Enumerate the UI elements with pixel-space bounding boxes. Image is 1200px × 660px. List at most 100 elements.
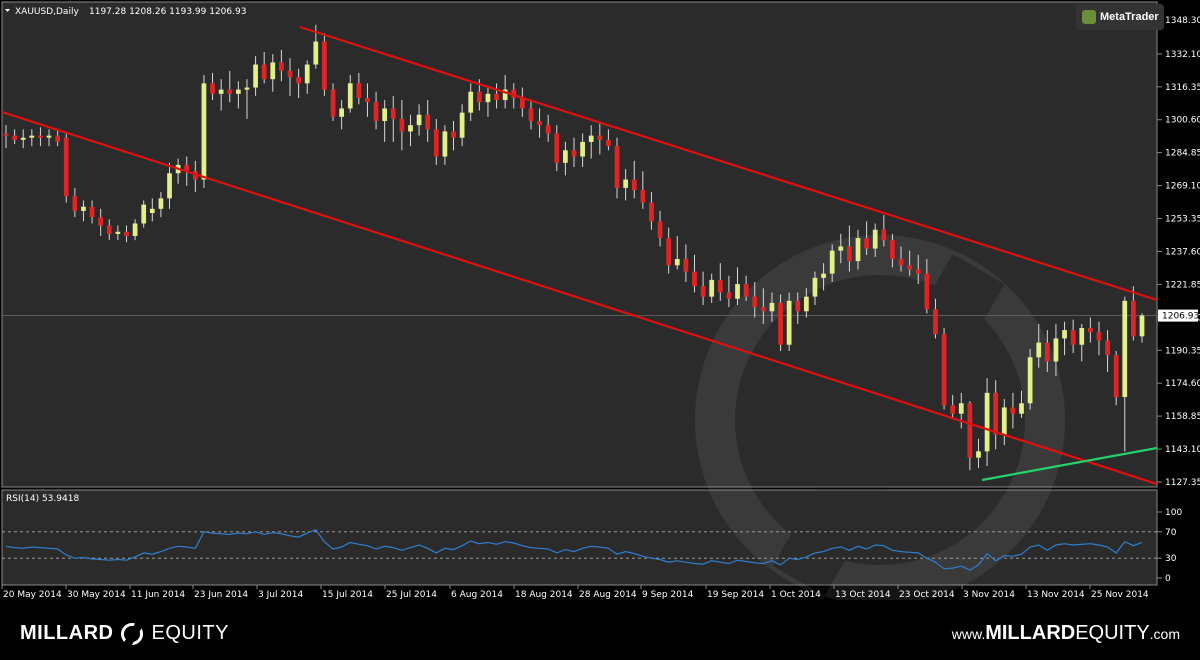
- candle-body-bear: [124, 231, 129, 236]
- candle-body-bear: [373, 102, 379, 121]
- candle-body-bear: [554, 133, 560, 163]
- candle-body-bear: [519, 97, 525, 109]
- x-tick-label: 11 Jun 2014: [131, 590, 185, 600]
- x-tick-label: 3 Nov 2014: [963, 590, 1015, 600]
- candle-body-bear: [287, 70, 293, 78]
- candle-body-bear: [890, 240, 895, 259]
- candle-body-bear: [898, 258, 904, 266]
- x-tick-label: 23 Jun 2014: [194, 590, 248, 600]
- x-tick-label: 15 Jul 2014: [322, 590, 373, 600]
- candle-body-bull: [623, 179, 629, 188]
- candle-body-bull: [468, 91, 474, 113]
- y-tick-label: 1348.30: [1165, 16, 1200, 26]
- candle-body-bear: [55, 135, 61, 142]
- y-tick-label: 1143.10: [1165, 445, 1200, 455]
- x-tick-label: 3 Jul 2014: [258, 590, 303, 600]
- candle-body-bull: [158, 198, 164, 209]
- candle-body-bull: [674, 258, 680, 266]
- dropdown-arrow-icon[interactable]: [5, 9, 10, 12]
- candle-body-bear: [666, 238, 672, 266]
- candle-body-bull: [958, 403, 964, 414]
- candle-body-bull: [1036, 342, 1042, 358]
- y-tick-label: 1174.60: [1165, 379, 1200, 389]
- candle-body-bull: [812, 277, 818, 297]
- price-chart: 1348.30 1332.10 1316.35 1300.60 1284.85 1269.…: [0, 0, 1200, 600]
- y-tick-label: 1190.35: [1165, 346, 1200, 356]
- candle-body-bear: [72, 196, 78, 211]
- candle-body-bear: [941, 334, 947, 406]
- x-tick-label: 25 Nov 2014: [1091, 590, 1149, 600]
- candle-body-bull: [485, 93, 491, 103]
- candle-body-bull: [408, 125, 413, 132]
- website-url-logo: www. MILLARD EQUITY .com: [951, 622, 1180, 644]
- candle-body-bear: [907, 265, 913, 270]
- millard-equity-logo: MILLARD EQUITY: [20, 622, 229, 645]
- candle-body-bull: [1001, 407, 1007, 435]
- x-tick-label: 28 Aug 2014: [579, 590, 637, 600]
- metatrader-label: MetaTrader: [1100, 11, 1159, 23]
- x-tick-label: 6 Aug 2014: [451, 590, 503, 600]
- candle-body-bear: [12, 135, 17, 140]
- candle-body-bull: [459, 112, 465, 138]
- candle-body-bull: [81, 206, 86, 211]
- candle-body-bull: [580, 141, 585, 157]
- candle-body-bull: [46, 135, 52, 138]
- candle-body-bear: [967, 403, 973, 458]
- candle-body-bull: [304, 64, 310, 84]
- candle-body-bull: [821, 273, 826, 278]
- candle-body-bull: [235, 89, 241, 94]
- candle-body-bear: [494, 93, 499, 101]
- upper-channel-line: [299, 25, 1158, 302]
- candle-body-bull: [20, 137, 26, 140]
- candle-body-bull: [984, 392, 990, 452]
- candle-body-bull: [244, 87, 250, 90]
- candle-body-bear: [89, 206, 95, 218]
- candle-body-bull: [167, 173, 172, 199]
- main-plot-area: [1, 1, 1158, 488]
- rsi-tick-label: 0: [1165, 574, 1171, 584]
- watermark-logo: [695, 235, 1065, 600]
- candle-body-bear: [726, 292, 732, 299]
- last-price-label: 1206.93: [1162, 312, 1199, 322]
- candle-body-bear: [692, 271, 697, 287]
- candle-body-bear: [537, 120, 542, 126]
- candle-body-bull: [29, 135, 35, 138]
- candle-body-bear: [700, 286, 706, 297]
- candle-body-bear: [1131, 300, 1136, 337]
- candle-body-bull: [838, 246, 844, 251]
- candle-body-bull: [141, 204, 147, 224]
- candle-body-bear: [1105, 340, 1110, 356]
- candle-body-bear: [993, 392, 999, 435]
- support-trend-line: [981, 446, 1158, 482]
- candle-body-bear: [1044, 342, 1050, 362]
- x-tick-label: 19 Sep 2014: [707, 590, 764, 600]
- candle-body-bull: [769, 302, 775, 312]
- candle-body-bear: [261, 64, 267, 80]
- x-tick-label: 30 May 2014: [67, 590, 126, 600]
- candle-body-bear: [184, 164, 190, 172]
- y-tick-label: 1300.60: [1165, 116, 1200, 126]
- x-tick-label: 25 Jul 2014: [386, 590, 437, 600]
- x-tick-label: 23 Oct 2014: [899, 590, 955, 600]
- candle-body-bull: [872, 229, 878, 249]
- candle-body-bull: [803, 296, 809, 312]
- candle-body-bear: [657, 221, 663, 239]
- candle-body-bear: [571, 150, 577, 157]
- candle-body-bear: [296, 77, 301, 84]
- chart-ohlc-values: 1197.28 1208.26 1193.99 1206.93: [89, 7, 246, 17]
- candle-body-bull: [786, 300, 792, 345]
- candle-body-bear: [210, 83, 215, 94]
- x-tick-label: 13 Oct 2014: [835, 590, 891, 600]
- candle-body-bull: [1139, 315, 1145, 337]
- candle-body-bull: [563, 150, 568, 163]
- candle-body-bear: [606, 139, 611, 147]
- candle-body-bear: [528, 108, 534, 121]
- candle-body-bear: [433, 129, 439, 157]
- candle-body-bear: [279, 62, 284, 71]
- candle-body-bull: [218, 89, 224, 94]
- metatrader-badge: MetaTrader: [1076, 4, 1164, 30]
- x-tick-label: 20 May 2014: [3, 590, 62, 600]
- x-tick-label: 9 Sep 2014: [642, 590, 694, 600]
- candle-body-bear: [778, 302, 783, 345]
- candle-body-bear: [63, 137, 69, 197]
